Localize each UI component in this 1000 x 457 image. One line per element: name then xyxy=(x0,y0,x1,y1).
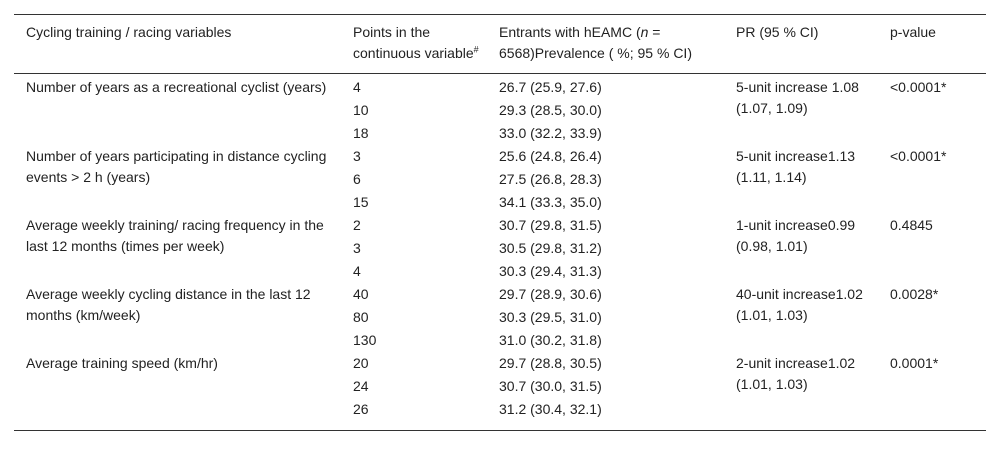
points-cell: 4 10 18 xyxy=(341,74,487,147)
pr-cell: 5-unit increase 1.08 (1.07, 1.09) xyxy=(736,79,859,116)
prevalence-cell: 29.7 (28.8, 30.5) 30.7 (30.0, 31.5) 31.2… xyxy=(487,353,724,431)
point-value: 20 xyxy=(353,355,369,371)
prevalence-value: 33.0 (32.2, 33.9) xyxy=(499,125,602,141)
prevalence-cell: 26.7 (25.9, 27.6) 29.3 (28.5, 30.0) 33.0… xyxy=(487,74,724,147)
prevalence-value: 29.7 (28.9, 30.6) xyxy=(499,286,602,302)
pvalue-cell: 0.4845 xyxy=(890,217,933,233)
prevalence-cell: 30.7 (29.8, 31.5) 30.5 (29.8, 31.2) 30.3… xyxy=(487,215,724,284)
prevalence-value: 30.3 (29.4, 31.3) xyxy=(499,263,602,279)
prevalence-value: 31.0 (30.2, 31.8) xyxy=(499,332,602,348)
point-value: 4 xyxy=(353,263,361,279)
header-pvalue-label: p-value xyxy=(890,24,936,40)
header-variable: Cycling training / racing variables xyxy=(14,14,341,74)
pvalue-cell: 0.0028* xyxy=(890,286,939,302)
header-points-label: Points in the continuous variable xyxy=(353,24,474,61)
point-value: 10 xyxy=(353,102,369,118)
pr-cell: 2-unit increase1.02 (1.01, 1.03) xyxy=(724,353,878,431)
variable-cell: Average training speed (km/hr) xyxy=(14,353,341,431)
point-value: 2 xyxy=(353,217,361,233)
header-points-footnote-mark: # xyxy=(473,43,479,54)
prevalence-value: 27.5 (26.8, 28.3) xyxy=(499,171,602,187)
point-value: 3 xyxy=(353,148,361,164)
prevalence-value: 26.7 (25.9, 27.6) xyxy=(499,79,602,95)
header-entrants: Entrants with hEAMC (n = 6568)Prevalence… xyxy=(487,14,724,74)
table-row: Number of years participating in distanc… xyxy=(14,146,986,215)
header-pr: PR (95 % CI) xyxy=(724,14,878,74)
header-points: Points in the continuous variable# xyxy=(341,14,487,74)
point-value: 40 xyxy=(353,286,369,302)
point-value: 130 xyxy=(353,332,377,348)
header-row: Cycling training / racing variables Poin… xyxy=(14,14,986,74)
pvalue-cell: <0.0001* xyxy=(890,79,947,95)
points-cell: 3 6 15 xyxy=(341,146,487,215)
prevalence-value: 30.7 (30.0, 31.5) xyxy=(499,378,602,394)
prevalence-value: 31.2 (30.4, 32.1) xyxy=(499,401,602,417)
table-row: Average weekly cycling distance in the l… xyxy=(14,284,986,353)
prevalence-value: 25.6 (24.8, 26.4) xyxy=(499,148,602,164)
prevalence-value: 30.5 (29.8, 31.2) xyxy=(499,240,602,256)
table-row: Average weekly training/ racing frequenc… xyxy=(14,215,986,284)
point-value: 26 xyxy=(353,401,369,417)
points-cell: 20 24 26 xyxy=(341,353,487,431)
table-row: Average training speed (km/hr) 20 24 26 … xyxy=(14,353,986,431)
pvalue-cell: <0.0001* xyxy=(890,148,947,164)
data-table: Cycling training / racing variables Poin… xyxy=(14,14,986,431)
point-value: 15 xyxy=(353,194,369,210)
prevalence-value: 29.7 (28.8, 30.5) xyxy=(499,355,602,371)
point-value: 4 xyxy=(353,79,361,95)
pr-cell: 40-unit increase1.02 (1.01, 1.03) xyxy=(736,286,863,323)
prevalence-value: 34.1 (33.3, 35.0) xyxy=(499,194,602,210)
point-value: 80 xyxy=(353,309,369,325)
pvalue-cell: 0.0001* xyxy=(878,353,986,431)
variable-cell: Average weekly cycling distance in the l… xyxy=(26,286,311,323)
point-value: 6 xyxy=(353,171,361,187)
variable-cell: Number of years as a recreational cyclis… xyxy=(26,79,327,95)
pr-cell: 5-unit increase1.13 (1.11, 1.14) xyxy=(736,148,856,185)
header-pvalue: p-value xyxy=(878,14,986,74)
prevalence-cell: 29.7 (28.9, 30.6) 30.3 (29.5, 31.0) 31.0… xyxy=(487,284,724,353)
points-cell: 40 80 130 xyxy=(341,284,487,353)
table-body: Number of years as a recreational cyclis… xyxy=(14,74,986,431)
header-entrants-suffix: = 6568)Prevalence ( %; 95 % CI) xyxy=(499,24,692,61)
variable-cell: Number of years participating in distanc… xyxy=(26,148,327,185)
prevalence-value: 30.3 (29.5, 31.0) xyxy=(499,309,602,325)
table-row: Number of years as a recreational cyclis… xyxy=(14,74,986,147)
table-header: Cycling training / racing variables Poin… xyxy=(14,14,986,74)
prevalence-value: 29.3 (28.5, 30.0) xyxy=(499,102,602,118)
point-value: 3 xyxy=(353,240,361,256)
point-value: 24 xyxy=(353,378,369,394)
point-value: 18 xyxy=(353,125,369,141)
header-variable-label: Cycling training / racing variables xyxy=(26,24,232,40)
variable-cell: Average weekly training/ racing frequenc… xyxy=(26,217,324,254)
header-pr-label: PR (95 % CI) xyxy=(736,24,819,40)
pr-cell: 1-unit increase0.99 (0.98, 1.01) xyxy=(736,217,856,254)
header-entrants-n: n xyxy=(640,24,649,40)
header-entrants-label: Entrants with hEAMC ( xyxy=(499,24,641,40)
prevalence-cell: 25.6 (24.8, 26.4) 27.5 (26.8, 28.3) 34.1… xyxy=(487,146,724,215)
prevalence-value: 30.7 (29.8, 31.5) xyxy=(499,217,602,233)
points-cell: 2 3 4 xyxy=(341,215,487,284)
